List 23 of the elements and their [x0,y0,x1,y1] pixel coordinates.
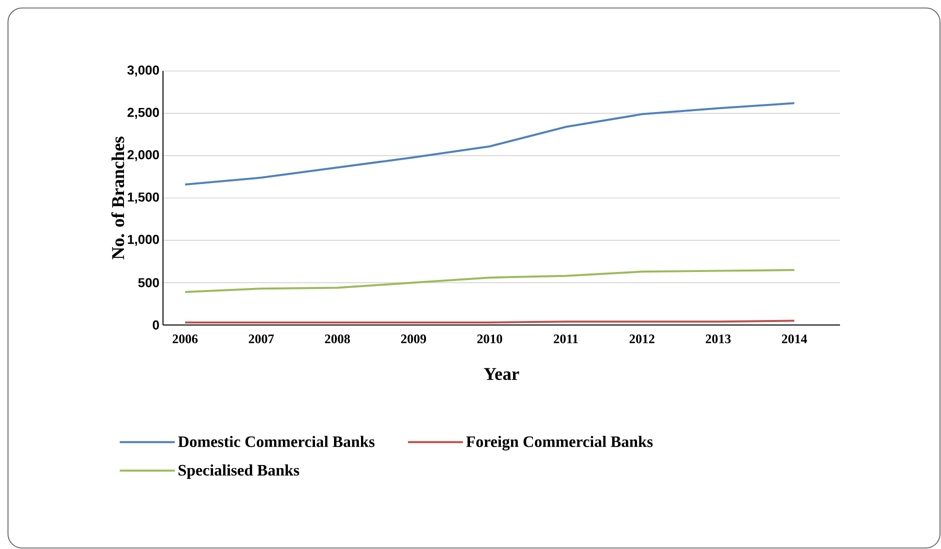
y-axis-title: No. of Branches [111,136,124,260]
x-tick-label: 2009 [401,334,426,344]
legend-label: Domestic Commercial Banks [178,436,375,448]
y-tick-label: 3,000 [127,65,159,77]
x-tick-label: 2010 [477,334,502,344]
y-tick-label: 0 [152,320,159,330]
line-series [184,268,796,293]
x-tick-label: 2007 [248,334,274,344]
y-tick-label: 1,500 [128,192,159,204]
y-tick-label: 1,000 [128,234,159,246]
x-tick-label: 2014 [782,334,808,344]
x-tick-label: 2013 [706,334,731,344]
legend-label: Foreign Commercial Banks [466,436,653,450]
x-tick-label: 2006 [172,334,198,344]
y-tick-label: 2,500 [128,108,159,119]
line-series [184,102,796,186]
x-axis-title: Year [484,368,520,380]
x-tick-label: 2011 [554,334,578,344]
x-tick-label: 2008 [324,334,350,344]
y-tick-label: 2,000 [128,150,159,162]
legend-label: Specialised Banks [178,464,300,479]
x-tick-label: 2012 [630,334,654,344]
y-tick-label: 500 [138,278,159,288]
